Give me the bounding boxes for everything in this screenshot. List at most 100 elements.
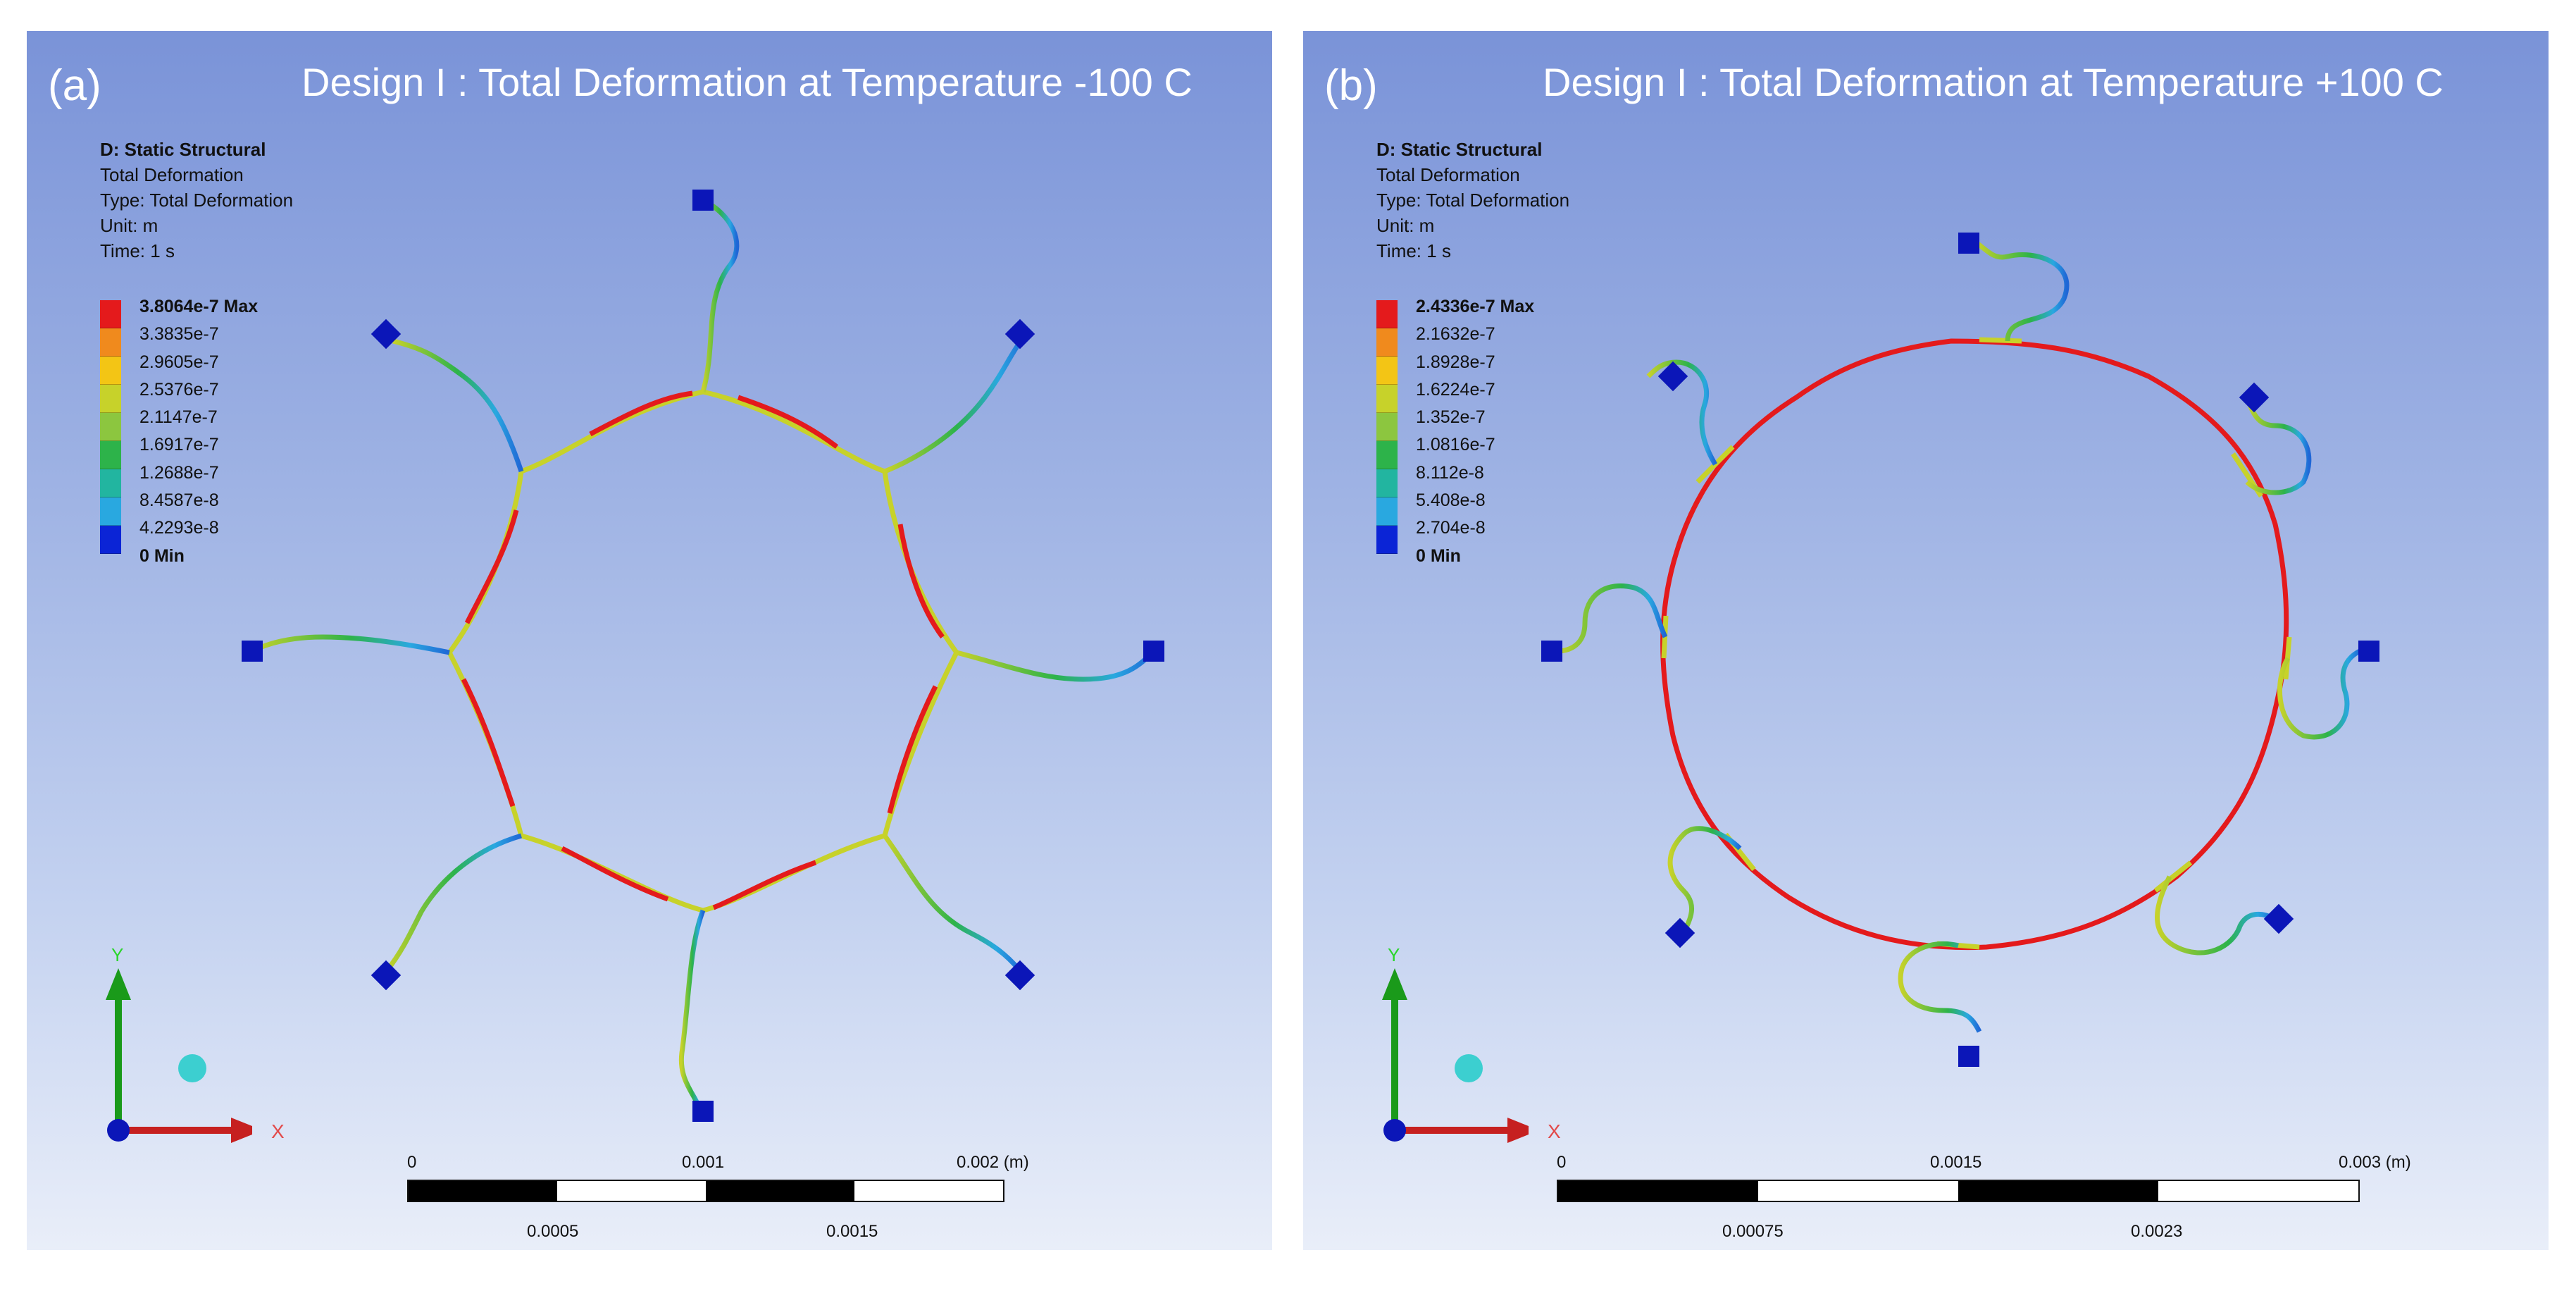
origin-sphere-icon	[1455, 1054, 1483, 1082]
legend-swatch	[1376, 441, 1398, 469]
panel-letter: (a)	[48, 61, 101, 110]
square-anchor-icon[interactable]	[2239, 382, 2270, 413]
scale-tick: 0.0023	[2131, 1222, 2183, 1241]
square-anchor-icon[interactable]	[242, 641, 263, 662]
legend-max-label: 2.4336e-7 Max	[1416, 297, 1535, 316]
legend-min-label: 0 Min	[139, 545, 185, 566]
legend-label: 2.1632e-7	[1416, 324, 1495, 345]
analysis-name: D: Static Structural	[100, 139, 266, 160]
ring-high-deformation	[589, 390, 693, 437]
coordinate-triad: Y	[106, 944, 252, 1143]
legend-swatch	[100, 469, 121, 497]
result-name: Total Deformation	[1376, 164, 1520, 185]
y-arrow-icon	[1382, 968, 1407, 1000]
legend-swatch	[1376, 526, 1398, 554]
ring-high-deformation	[561, 846, 669, 902]
square-anchor-icon[interactable]	[2263, 903, 2294, 934]
legend-swatch	[100, 441, 121, 469]
legend-label: 2.9605e-7	[139, 352, 219, 372]
square-anchor-icon[interactable]	[1958, 1046, 1979, 1067]
legend-color-bar	[1376, 300, 1398, 554]
spring-arm	[700, 197, 740, 393]
viewport-panel-b[interactable]: (b) Design I : Total Deformation at Temp…	[1303, 31, 2549, 1250]
result-unit: Unit: m	[100, 215, 158, 236]
legend-swatch	[1376, 300, 1398, 328]
spring-arm	[1974, 240, 2070, 342]
ring-high-deformation	[887, 685, 938, 814]
ring-outline	[446, 389, 960, 913]
coordinate-triad: Y	[1382, 944, 1529, 1143]
spring-arm	[1646, 359, 1718, 466]
spring-arm	[883, 332, 1029, 474]
spring-arm	[2277, 648, 2361, 740]
result-time: Time: 1 s	[100, 240, 175, 261]
result-type: Type: Total Deformation	[1376, 190, 1570, 211]
result-name: Total Deformation	[100, 164, 244, 185]
scale-tick: 0.0005	[527, 1222, 579, 1241]
y-arrow-icon	[106, 968, 131, 1000]
legend-label: 4.2293e-8	[139, 518, 219, 538]
spring-arm	[2244, 396, 2312, 495]
square-anchor-icon[interactable]	[371, 960, 402, 991]
origin-dot-icon	[1383, 1119, 1406, 1142]
legend-label: 8.4587e-8	[139, 490, 219, 511]
square-anchor-icon[interactable]	[1143, 641, 1164, 662]
ring-high-deformation	[464, 509, 519, 624]
spring-arm	[956, 649, 1156, 682]
ring-high-deformation	[461, 678, 516, 808]
ring-high-deformation	[897, 524, 945, 639]
analysis-name: D: Static Structural	[1376, 139, 1543, 160]
square-anchor-icon[interactable]	[1004, 960, 1035, 991]
legend-swatch	[100, 497, 121, 526]
legend-swatch	[1376, 328, 1398, 357]
legend-swatch	[100, 413, 121, 441]
legend-swatch	[100, 526, 121, 554]
square-anchor-icon[interactable]	[692, 190, 714, 211]
ring-high-deformation	[737, 395, 839, 449]
scale-tick: 0.003 (m)	[2339, 1153, 2411, 1172]
scale-tick: 0.00075	[1722, 1222, 1784, 1241]
square-anchor-icon[interactable]	[2358, 641, 2379, 662]
legend-swatch	[100, 328, 121, 357]
legend-label: 1.6224e-7	[1416, 379, 1495, 400]
legend-label: 2.704e-8	[1416, 518, 1486, 538]
legend-label: 1.8928e-7	[1416, 352, 1495, 372]
result-type: Type: Total Deformation	[100, 190, 294, 211]
scale-tick: 0.0015	[1930, 1153, 1982, 1172]
panel-title: Design I : Total Deformation at Temperat…	[1543, 60, 2444, 104]
y-axis-label: Y	[111, 944, 123, 965]
legend-swatch	[100, 300, 121, 328]
result-info: D: Static Structural Total Deformation T…	[1376, 137, 1569, 264]
legend-swatch	[1376, 385, 1398, 413]
deformation-geometry-b[interactable]	[1303, 31, 2549, 1250]
legend-label: 5.408e-8	[1416, 490, 1486, 511]
spring-arm	[392, 338, 524, 473]
panel-title: Design I : Total Deformation at Temperat…	[301, 60, 1193, 104]
legend-swatch	[1376, 469, 1398, 497]
deformation-geometry-a[interactable]	[27, 31, 1272, 1250]
spring-arm	[1667, 826, 1742, 934]
ring-outline	[1660, 338, 2289, 951]
spring-arm	[384, 833, 522, 974]
legend-swatch	[1376, 497, 1398, 526]
square-anchor-icon[interactable]	[1541, 641, 1562, 662]
square-anchor-icon[interactable]	[692, 1101, 714, 1122]
square-anchor-icon[interactable]	[1958, 233, 1979, 254]
square-anchor-icon[interactable]	[1004, 319, 1035, 350]
x-axis-label: X	[1548, 1120, 1561, 1142]
legend-min-label: 0 Min	[1416, 545, 1461, 566]
legend-swatch	[1376, 357, 1398, 385]
spring-arm	[678, 909, 706, 1111]
spring-arm	[1898, 941, 1982, 1033]
origin-sphere-icon	[178, 1054, 206, 1082]
x-axis-label: X	[271, 1120, 285, 1142]
result-info: D: Static Structural Total Deformation T…	[100, 137, 293, 264]
result-time: Time: 1 s	[1376, 240, 1451, 261]
scale-tick: 0	[407, 1153, 417, 1172]
viewport-panel-a[interactable]: (a) Design I : Total Deformation at Temp…	[27, 31, 1272, 1250]
x-arrow-icon	[231, 1118, 252, 1143]
legend-labels: 2.4336e-7 Max 2.1632e-7 1.8928e-7 1.6224…	[1416, 293, 1534, 570]
ring-joint	[2153, 860, 2193, 893]
legend-max-label: 3.8064e-7 Max	[139, 297, 259, 316]
legend-labels: 3.8064e-7 Max 3.3835e-7 2.9605e-7 2.5376…	[139, 293, 258, 570]
